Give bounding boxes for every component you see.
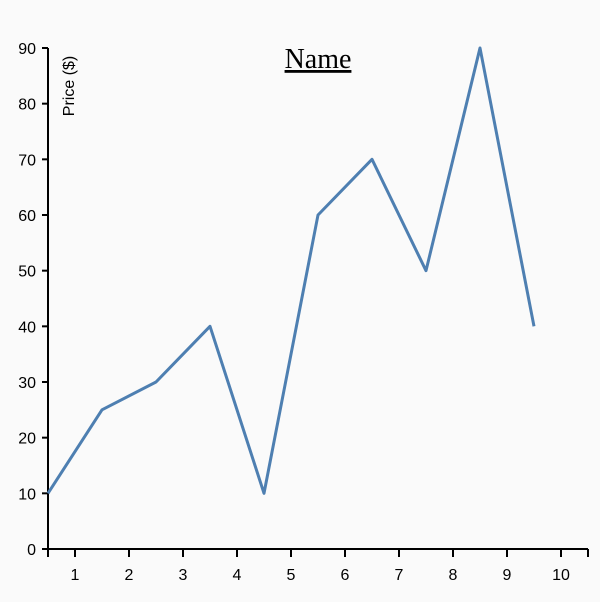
chart-title: Name: [285, 44, 352, 75]
x-tick-label: 6: [341, 567, 350, 584]
x-tick-label: 1: [71, 567, 80, 584]
y-tick-label: 10: [18, 486, 36, 503]
x-tick-label: 2: [125, 567, 134, 584]
x-tick-label: 7: [395, 567, 404, 584]
x-tick-label: 3: [179, 567, 188, 584]
y-tick-label: 20: [18, 431, 36, 448]
y-tick-label: 0: [27, 542, 36, 559]
series-line: [46, 46, 536, 495]
x-tick-label: 10: [552, 567, 570, 584]
y-tick-label: 50: [18, 264, 36, 281]
x-tick-label: 8: [449, 567, 458, 584]
y-tick-label: 80: [18, 97, 36, 114]
series-group: [46, 46, 536, 495]
y-tick-label: 60: [18, 208, 36, 225]
y-axis: 0 10 20 30 40 50 60 70 80 90: [18, 41, 49, 559]
x-tick-label: 4: [233, 567, 242, 584]
y-tick-label: 40: [18, 319, 36, 336]
y-tick-label: 70: [18, 152, 36, 169]
x-axis: 1 2 3 4 5 6 7 8 9 10: [47, 548, 589, 584]
y-axis-label: Price ($): [61, 56, 78, 116]
x-tick-label: 5: [287, 567, 296, 584]
y-tick-label: 30: [18, 375, 36, 392]
y-tick-label: 90: [18, 41, 36, 58]
x-tick-label: 9: [503, 567, 512, 584]
